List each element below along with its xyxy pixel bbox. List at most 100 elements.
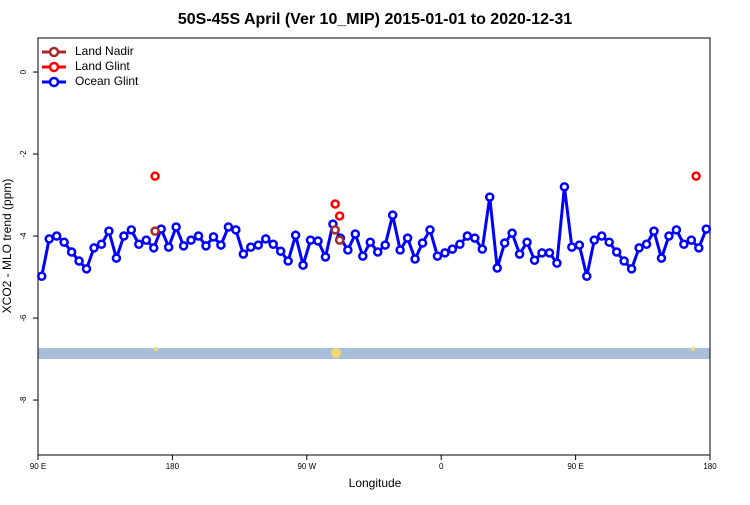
data-point	[552, 258, 562, 268]
data-point	[634, 243, 644, 253]
data-point	[268, 239, 278, 249]
data-point	[499, 238, 510, 248]
data-point	[402, 233, 413, 243]
data-point	[150, 226, 160, 236]
data-point	[596, 231, 607, 241]
data-point	[201, 241, 211, 251]
data-point	[410, 254, 420, 264]
x-tick-label: 90 E	[30, 462, 46, 471]
legend-marker	[48, 46, 60, 58]
data-point	[544, 248, 555, 258]
data-point	[59, 237, 69, 247]
data-point	[111, 253, 122, 263]
data-point	[440, 248, 450, 258]
data-point	[671, 225, 682, 235]
legend-label: Land Nadir	[75, 44, 134, 58]
data-point	[507, 228, 517, 238]
x-tick-label: 0	[439, 462, 444, 471]
data-point	[425, 225, 435, 235]
data-point	[150, 171, 160, 181]
data-point	[649, 226, 659, 236]
data-point	[119, 231, 129, 241]
data-point	[66, 247, 77, 257]
data-point	[81, 264, 92, 274]
data-point	[358, 251, 368, 261]
data-point	[238, 249, 249, 259]
legend-marker	[48, 61, 60, 73]
data-point	[514, 249, 525, 259]
data-point	[163, 242, 174, 252]
data-point	[641, 239, 652, 249]
x-tick-label: 90 E	[567, 462, 583, 471]
data-point	[298, 260, 308, 270]
data-point	[529, 255, 540, 265]
data-point	[380, 240, 390, 250]
data-point	[679, 239, 689, 249]
y-tick-label: -6	[19, 314, 28, 322]
data-point	[567, 242, 577, 252]
data-point	[334, 211, 345, 221]
data-point	[395, 245, 405, 255]
data-point	[387, 210, 398, 220]
data-point	[462, 231, 473, 241]
y-tick-label: -8	[19, 396, 28, 404]
data-point	[365, 237, 376, 247]
data-point	[559, 182, 570, 192]
data-point	[104, 226, 114, 236]
x-axis-label: Longitude	[349, 476, 402, 490]
data-point	[694, 243, 704, 253]
data-point	[522, 237, 532, 247]
data-point	[330, 225, 340, 235]
data-point	[223, 222, 234, 232]
land-dots	[154, 347, 695, 358]
chart-title: 50S-45S April (Ver 10_MIP) 2015-01-01 to…	[178, 11, 572, 28]
data-point	[305, 235, 316, 245]
data-point	[44, 234, 54, 244]
legend-label: Ocean Glint	[75, 74, 139, 88]
data-point	[589, 235, 600, 245]
data-point	[492, 263, 502, 273]
data-point	[51, 231, 62, 241]
data-point	[260, 234, 271, 244]
x-tick-label: 180	[703, 462, 717, 471]
data-point	[455, 239, 465, 249]
data-point	[96, 239, 107, 249]
data-point	[246, 242, 256, 252]
data-point	[208, 232, 219, 242]
data-point	[330, 199, 340, 209]
data-point	[74, 256, 84, 266]
data-point	[148, 243, 159, 253]
y-tick-label: -4	[19, 232, 28, 240]
data-point	[231, 225, 241, 235]
plot-frame	[37, 37, 711, 456]
data-point	[417, 238, 428, 248]
data-point	[193, 231, 204, 241]
data-point	[313, 236, 323, 246]
x-tick-label: 90 W	[297, 462, 316, 471]
data-point	[334, 235, 345, 245]
x-tick-label: 180	[166, 462, 180, 471]
data-point	[290, 230, 301, 240]
data-point	[283, 256, 293, 266]
data-point	[178, 241, 189, 251]
legend-marker	[48, 76, 60, 88]
data-point	[626, 264, 637, 274]
data-point	[470, 233, 480, 243]
legend-label: Land Glint	[75, 59, 130, 73]
map-strip	[38, 348, 710, 359]
data-point	[141, 235, 152, 245]
data-point	[134, 239, 144, 249]
data-point	[686, 235, 697, 245]
data-point	[664, 231, 674, 241]
data-point	[656, 253, 667, 263]
data-point	[89, 243, 99, 253]
data-point	[320, 252, 331, 262]
data-point	[611, 247, 622, 257]
data-point	[253, 240, 264, 250]
data-point	[36, 271, 47, 281]
series-line	[40, 186, 708, 277]
data-point	[484, 192, 495, 202]
data-point	[701, 224, 712, 234]
data-point	[574, 240, 585, 250]
